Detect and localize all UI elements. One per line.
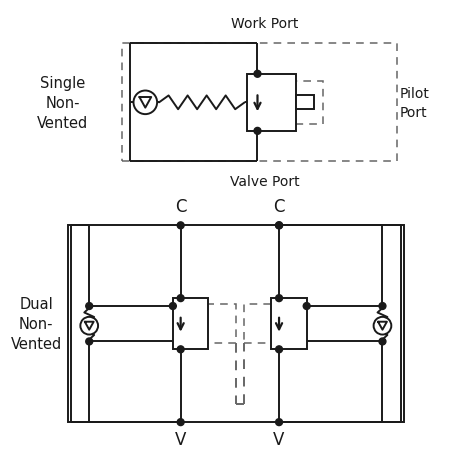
Bar: [172, 299, 208, 350]
Circle shape: [378, 303, 385, 310]
Text: Single
Non-
Vented: Single Non- Vented: [37, 76, 88, 130]
Circle shape: [378, 338, 385, 345]
Circle shape: [275, 295, 282, 302]
Bar: [243, 304, 292, 344]
Circle shape: [303, 303, 309, 310]
Text: V: V: [175, 430, 186, 448]
Text: Pilot
Port: Pilot Port: [398, 87, 428, 119]
Text: Work Port: Work Port: [230, 18, 297, 32]
Circle shape: [86, 303, 92, 310]
Bar: [67, 226, 403, 422]
Circle shape: [177, 419, 184, 426]
Circle shape: [253, 71, 260, 78]
Circle shape: [86, 338, 92, 345]
Circle shape: [275, 346, 282, 353]
Bar: [271, 299, 306, 350]
Circle shape: [275, 222, 282, 229]
Circle shape: [177, 295, 184, 302]
Circle shape: [177, 346, 184, 353]
Circle shape: [169, 303, 176, 310]
Bar: [121, 44, 396, 162]
Circle shape: [133, 91, 157, 115]
Text: V: V: [273, 430, 284, 448]
Text: Dual
Non-
Vented: Dual Non- Vented: [10, 297, 62, 351]
Bar: [246, 74, 295, 132]
Bar: [186, 304, 235, 344]
Circle shape: [177, 222, 184, 229]
Circle shape: [373, 317, 391, 335]
Circle shape: [80, 317, 98, 335]
Text: C: C: [175, 198, 186, 216]
Circle shape: [253, 128, 260, 135]
Bar: [295, 96, 313, 110]
Bar: [268, 82, 323, 124]
Text: C: C: [273, 198, 284, 216]
Text: Valve Port: Valve Port: [229, 175, 299, 189]
Circle shape: [275, 419, 282, 426]
Circle shape: [275, 222, 282, 229]
